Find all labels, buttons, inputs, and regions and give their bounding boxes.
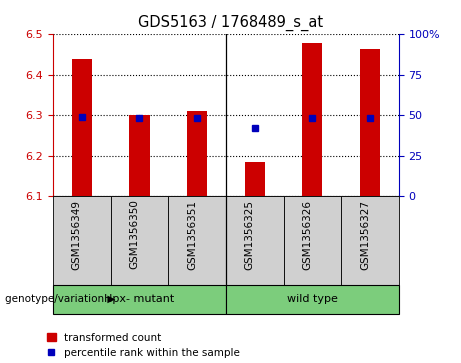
Text: genotype/variation ▶: genotype/variation ▶ — [5, 294, 115, 305]
Text: Hpx- mutant: Hpx- mutant — [104, 294, 175, 305]
Bar — [284, 196, 341, 285]
Legend: transformed count, percentile rank within the sample: transformed count, percentile rank withi… — [47, 333, 240, 358]
Bar — [341, 196, 399, 285]
Text: GSM1356327: GSM1356327 — [360, 200, 370, 270]
Text: wild type: wild type — [287, 294, 338, 305]
Text: GSM1356326: GSM1356326 — [302, 200, 313, 270]
Text: GSM1356349: GSM1356349 — [72, 200, 82, 270]
Bar — [53, 285, 226, 314]
Bar — [360, 49, 380, 196]
Bar — [226, 196, 284, 285]
Text: GSM1356350: GSM1356350 — [130, 200, 139, 269]
Bar — [130, 115, 149, 196]
Bar — [187, 111, 207, 196]
Bar — [226, 285, 399, 314]
Bar — [72, 59, 92, 196]
Bar — [53, 196, 111, 285]
Bar — [302, 42, 322, 196]
Text: GSM1356325: GSM1356325 — [245, 200, 254, 270]
Text: GSM1356351: GSM1356351 — [187, 200, 197, 270]
Bar — [168, 196, 226, 285]
Bar — [245, 162, 265, 196]
Bar — [111, 196, 168, 285]
Text: GDS5163 / 1768489_s_at: GDS5163 / 1768489_s_at — [138, 15, 323, 31]
